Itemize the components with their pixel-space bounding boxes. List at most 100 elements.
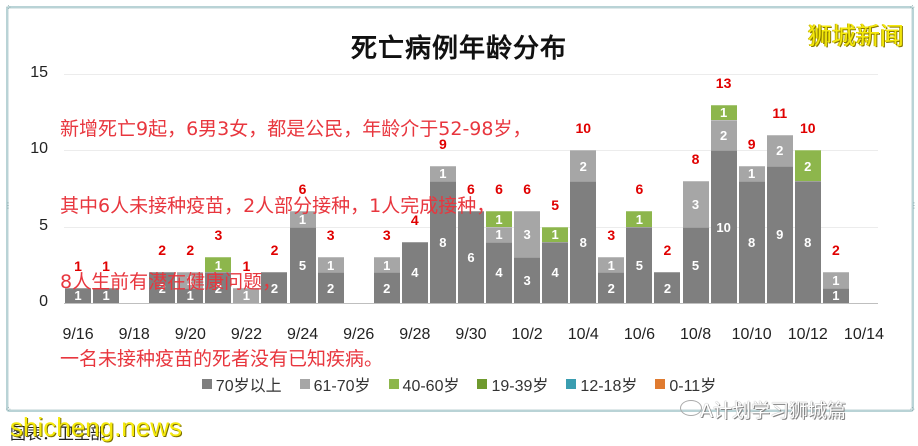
total-label: 3 <box>214 227 223 244</box>
resize-handle-bottom-left[interactable]: ⁘ <box>5 405 12 414</box>
legend-swatch <box>388 379 399 389</box>
annotation-line: 8人生前有潜在健康问题， <box>60 271 282 293</box>
x-axis-baseline <box>64 303 878 304</box>
bar-segment: 1 <box>177 272 204 288</box>
bar-segment: 4 <box>542 241 569 303</box>
annotation-text: 新增死亡9起，6男3女，都是公民，年龄介于52-98岁， 其中6人未接种疫苗，2… <box>60 66 531 398</box>
bar-segment: 1 <box>710 104 737 120</box>
bar-segment: 4 <box>486 241 513 303</box>
bar-segment: 5 <box>626 226 653 303</box>
bar-segment: 2 <box>149 272 176 303</box>
bar-segment: 5 <box>289 226 316 303</box>
y-tick-label: 0 <box>39 293 48 310</box>
total-label: 2 <box>831 242 840 259</box>
bar-segment: 8 <box>794 180 821 303</box>
bar-segment: 2 <box>570 150 597 181</box>
gridline <box>64 150 878 152</box>
total-label: 3 <box>326 227 335 244</box>
bar-9-23[interactable]: 2 <box>261 272 288 303</box>
bar-10-9[interactable]: 10 2 1 <box>710 104 737 303</box>
legend-item[interactable]: 0-11岁 <box>655 372 716 396</box>
legend-label: 70岁以上 <box>215 378 282 395</box>
bar-segment: 9 <box>766 165 793 303</box>
bar-segment: 3 <box>514 257 541 303</box>
bar-segment: 1 <box>205 257 232 273</box>
bar-9-30[interactable]: 6 <box>457 211 484 303</box>
total-label: 13 <box>715 74 732 91</box>
legend-label: 12-18岁 <box>580 378 638 395</box>
bar-segment: 3 <box>514 211 541 258</box>
x-tick-label: 10/2 <box>511 326 543 343</box>
bar-10-7[interactable]: 2 <box>654 272 681 303</box>
total-label: 11 <box>772 105 788 122</box>
total-label: 2 <box>663 242 672 259</box>
legend-label: 61-70岁 <box>313 378 371 395</box>
total-label: 6 <box>298 181 307 198</box>
resize-handle-top-left[interactable]: ⁘ <box>5 3 12 12</box>
bar-segment: 1 <box>177 287 204 303</box>
legend-item[interactable]: 70岁以上 <box>201 372 282 396</box>
bar-segment: 1 <box>373 257 400 273</box>
y-tick-label: 5 <box>39 216 48 234</box>
watermark-account: A计划学习狮城篇 <box>700 400 846 422</box>
total-label: 10 <box>799 120 816 137</box>
total-label: 9 <box>438 135 447 152</box>
bar-segment: 2 <box>261 272 288 303</box>
annotation-line: 其中6人未接种疫苗，2人部分接种，1人完成接种， <box>60 194 496 217</box>
legend-item[interactable]: 40-60岁 <box>388 372 459 396</box>
legend-swatch <box>299 379 310 389</box>
resize-handle-right[interactable]: ⋮ <box>910 201 918 210</box>
resize-handle-left[interactable]: ⋮ <box>4 201 12 210</box>
x-tick-label: 9/24 <box>287 326 319 343</box>
bar-9-17[interactable]: 1 <box>93 287 120 303</box>
chart-legend: 70岁以上 61-70岁 40-60岁 19-39岁 12-18岁 0-11岁 <box>0 372 918 396</box>
total-label: 8 <box>691 150 700 167</box>
bar-segment: 1 <box>429 165 456 181</box>
annotation-line: 一名未接种疫苗的死者没有已知疾病。 <box>60 347 384 370</box>
total-label: 1 <box>74 257 82 274</box>
x-tick-label: 10/4 <box>567 326 599 343</box>
bar-segment: 2 <box>766 135 793 166</box>
bar-9-16[interactable]: 1 <box>65 287 91 303</box>
bar-9-22[interactable]: 1 <box>233 287 260 303</box>
bar-9-28[interactable]: 4 <box>401 241 428 303</box>
legend-item[interactable]: 12-18岁 <box>566 372 637 396</box>
legend-swatch <box>566 379 577 389</box>
total-label: 2 <box>270 242 279 259</box>
resize-handle-top-right[interactable]: ⁘ <box>909 3 916 12</box>
x-tick-label: 10/14 <box>843 326 884 343</box>
total-label: 1 <box>102 257 110 274</box>
bar-9-19[interactable]: 2 <box>149 272 176 303</box>
x-tick-label: 9/28 <box>399 326 431 343</box>
total-label: 6 <box>495 181 503 198</box>
x-tick-label: 9/22 <box>230 326 262 343</box>
legend-swatch <box>477 379 488 389</box>
bar-segment: 1 <box>65 287 91 303</box>
resize-handle-bottom-right[interactable]: ⁘ <box>909 405 916 414</box>
legend-item[interactable]: 61-70岁 <box>299 372 371 396</box>
legend-item[interactable]: 19-39岁 <box>477 372 548 396</box>
bar-segment: 2 <box>373 272 400 303</box>
total-label: 6 <box>635 181 644 198</box>
total-label: 1 <box>242 257 251 274</box>
bar-segment: 4 <box>401 241 428 303</box>
total-label: 2 <box>186 242 195 259</box>
